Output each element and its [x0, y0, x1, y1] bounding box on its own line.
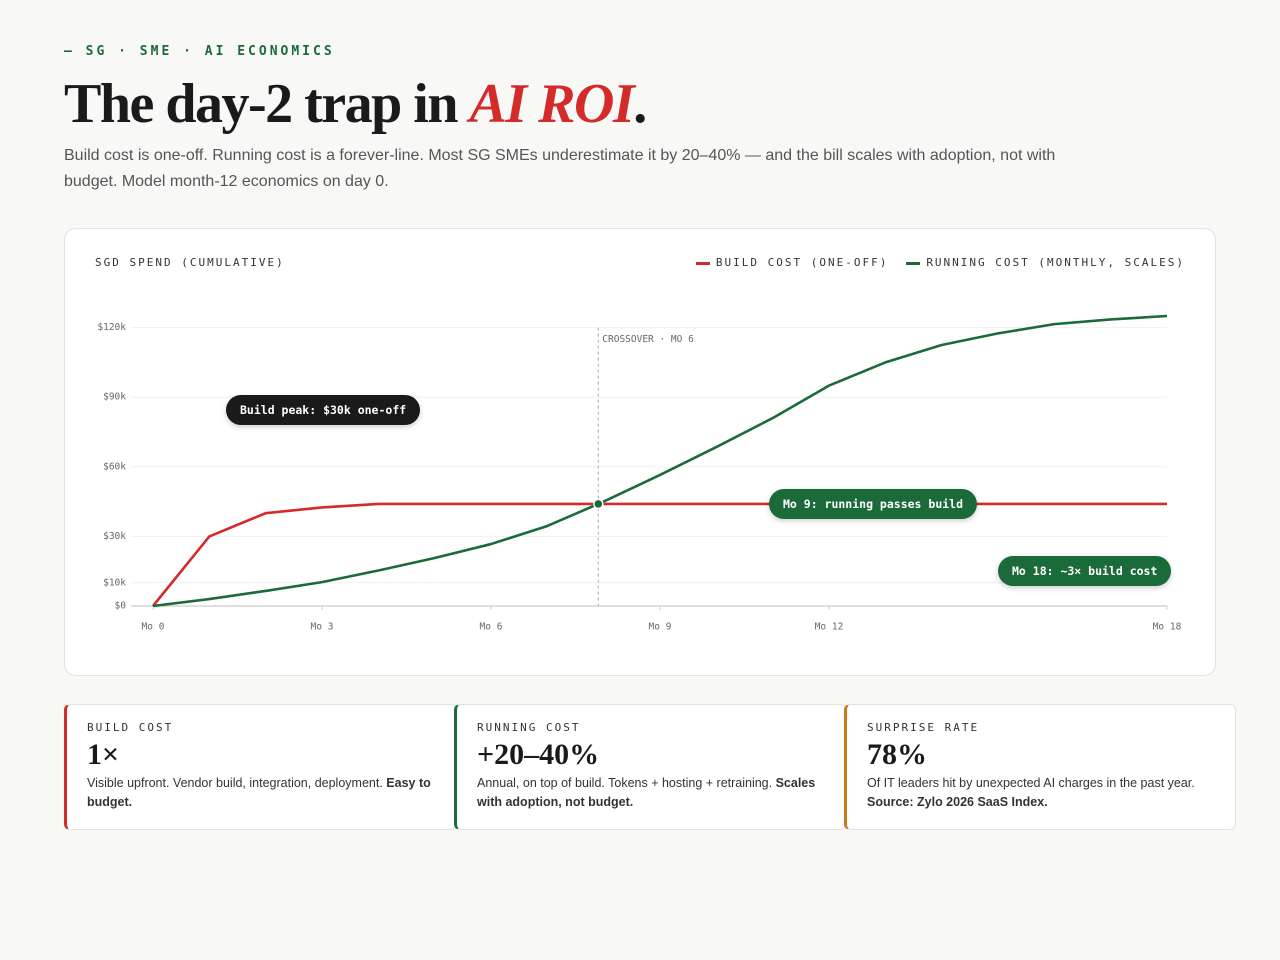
- kicker: — SG · SME · AI ECONOMICS: [64, 44, 335, 59]
- x-tick-label: Mo 6: [480, 622, 503, 633]
- title-end: .: [633, 73, 647, 135]
- card-label: RUNNING COST: [477, 721, 581, 734]
- card-text: Visible upfront. Vendor build, integrati…: [87, 774, 435, 812]
- card-label: BUILD COST: [87, 721, 174, 734]
- y-tick-label: $60k: [103, 461, 126, 472]
- card-body: Visible upfront. Vendor build, integrati…: [87, 776, 387, 790]
- legend-item: RUNNING COST (MONTHLY, SCALES): [906, 256, 1185, 269]
- card-body: Of IT leaders hit by unexpected AI charg…: [867, 776, 1195, 790]
- stat-card: RUNNING COST +20–40% Annual, on top of bui…: [454, 704, 846, 830]
- chart: $0 $10k $30k $60k $90k $120k Mo 0 Mo 3 Mo 6 Mo 9 M…: [97, 314, 1182, 633]
- annotation: Mo 18: ~3× build cost: [998, 556, 1172, 586]
- y-tick-label: $120k: [97, 322, 126, 333]
- line-series: [151, 502, 1167, 607]
- card-text: Of IT leaders hit by unexpected AI charg…: [867, 774, 1215, 812]
- x-tick-label: Mo 0: [142, 622, 165, 633]
- legend: BUILD COST (ONE-OFF) RUNNING COST (MONTHL…: [695, 256, 1185, 269]
- legend-label: RUNNING COST (MONTHLY, SCALES): [926, 256, 1185, 269]
- x-tick-label: Mo 12: [815, 622, 844, 633]
- chart-title: SGD SPEND (CUMULATIVE): [95, 256, 285, 269]
- card-text: Annual, on top of build. Tokens + hostin…: [477, 774, 825, 812]
- x-tick-label: Mo 9: [649, 622, 672, 633]
- card-emphasis: Easy to budget.: [87, 776, 431, 809]
- card-body: Annual, on top of build. Tokens + hostin…: [477, 776, 776, 790]
- card-emphasis: Source: Zylo 2026 SaaS Index.: [867, 795, 1048, 809]
- legend-swatch: [906, 261, 921, 265]
- stat-card: BUILD COST 1× Visible upfront. Vendor buil…: [64, 704, 456, 830]
- card-value: 78%: [867, 738, 927, 771]
- card-value: 1×: [87, 738, 120, 771]
- card-label: SURPRISE RATE: [867, 721, 980, 734]
- card-emphasis: Scales with adoption, not budget.: [477, 776, 816, 809]
- subtitle: Build cost is one-off. Running cost is a…: [64, 147, 1056, 190]
- legend-item: BUILD COST (ONE-OFF): [695, 256, 889, 269]
- y-tick-label: $90k: [103, 392, 126, 403]
- y-tick-label: $0: [115, 601, 127, 612]
- legend-label: BUILD COST (ONE-OFF): [715, 256, 889, 269]
- chart-card: SGD SPEND (CUMULATIVE) BUILD COST (ONE-O…: [64, 228, 1216, 676]
- annotation: Build peak: $30k one-off: [226, 395, 421, 425]
- y-tick-label: $30k: [103, 531, 126, 542]
- y-tick-label: $10k: [103, 577, 126, 588]
- headline: The day-2 trap in AI ROI.: [64, 72, 647, 136]
- x-tick-label: Mo 3: [311, 622, 334, 633]
- crossover-dot: [593, 498, 604, 510]
- card-value: +20–40%: [477, 738, 600, 771]
- annotation: Mo 9: running passes build: [769, 489, 978, 519]
- title-highlight: AI ROI: [469, 73, 635, 135]
- line-series: [152, 314, 1168, 608]
- x-tick-label: Mo 18: [1153, 622, 1182, 633]
- crossover-label: CROSSOVER · MO 6: [602, 334, 694, 345]
- legend-swatch: [695, 261, 710, 265]
- stat-card: SURPRISE RATE 78% Of IT leaders hit by une…: [844, 704, 1236, 830]
- title-start: The day-2 trap in: [64, 73, 470, 135]
